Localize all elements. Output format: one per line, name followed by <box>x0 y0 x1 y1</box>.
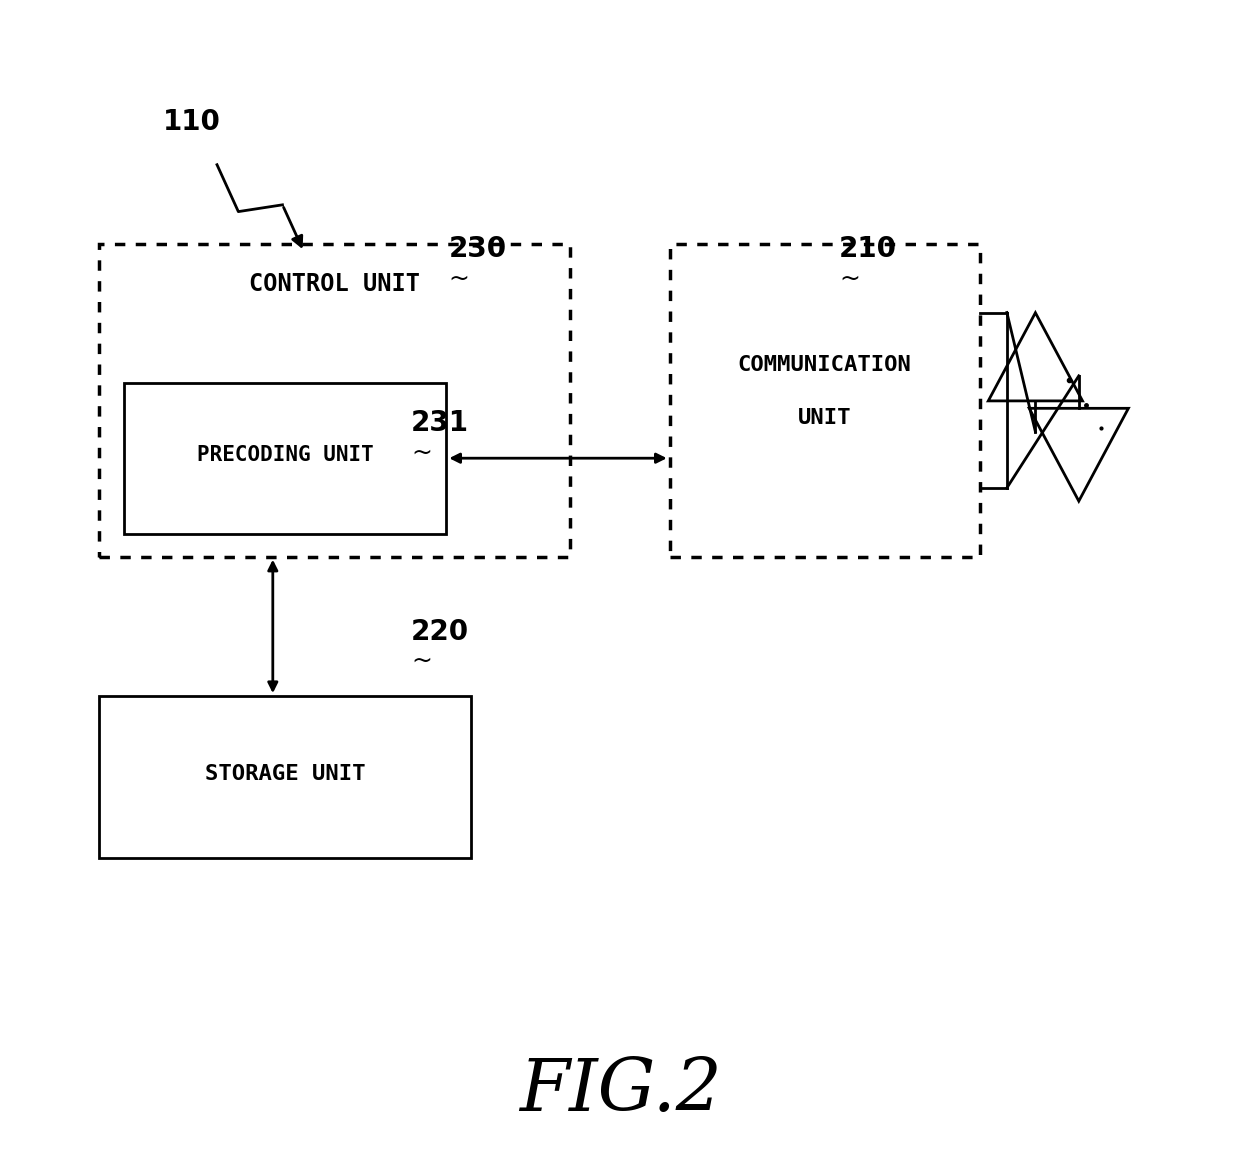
Text: CONTROL UNIT: CONTROL UNIT <box>249 273 420 296</box>
Text: 110: 110 <box>164 108 221 136</box>
Text: ~: ~ <box>412 441 432 464</box>
Text: FIG.2: FIG.2 <box>518 1056 722 1125</box>
Text: 230: 230 <box>449 235 506 263</box>
Text: COMMUNICATION: COMMUNICATION <box>738 355 911 376</box>
Text: 231: 231 <box>412 409 469 437</box>
Text: STORAGE UNIT: STORAGE UNIT <box>205 763 366 784</box>
Text: ~: ~ <box>412 650 432 673</box>
Text: UNIT: UNIT <box>797 407 852 428</box>
Text: ~: ~ <box>449 267 469 290</box>
Text: ~: ~ <box>839 267 859 290</box>
Text: 220: 220 <box>412 618 469 646</box>
Text: PRECODING UNIT: PRECODING UNIT <box>197 444 373 465</box>
Text: 210: 210 <box>839 235 897 263</box>
